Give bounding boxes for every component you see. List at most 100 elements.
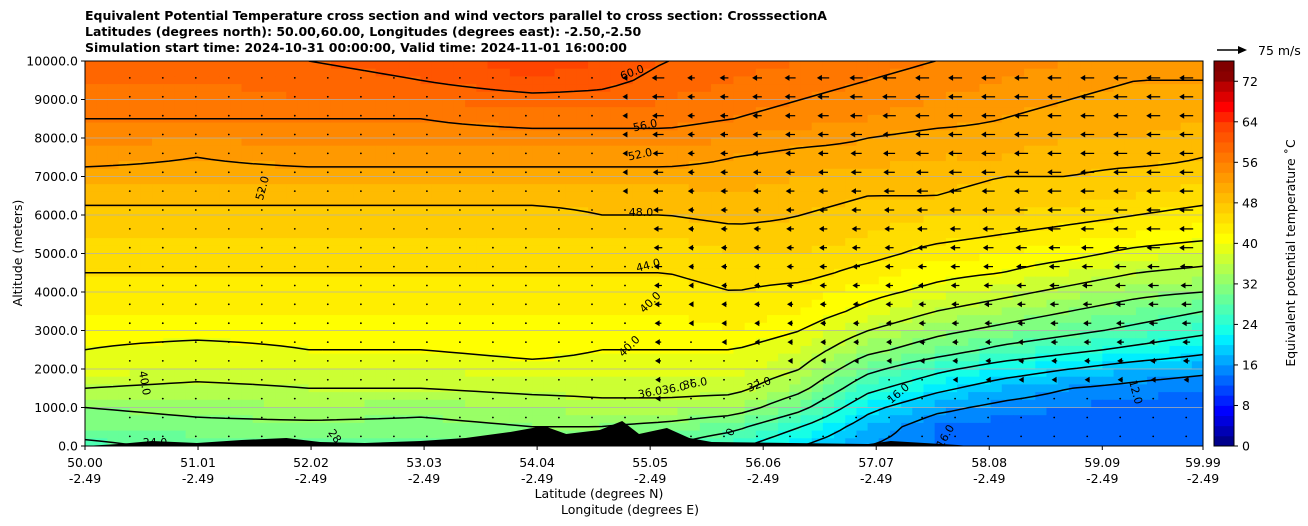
- field-cell: [386, 299, 399, 308]
- field-cell: [711, 145, 723, 154]
- field-cell: [901, 145, 913, 154]
- field-cell: [1046, 145, 1059, 154]
- field-cell: [1035, 322, 1048, 332]
- field-cell: [96, 276, 108, 285]
- field-cell: [766, 315, 779, 324]
- field-cell: [85, 322, 97, 332]
- field-cell: [811, 422, 824, 432]
- field-cell: [532, 68, 544, 77]
- field-cell: [107, 215, 120, 224]
- field-cell: [957, 99, 969, 108]
- field-cell: [711, 369, 723, 378]
- field-cell: [152, 168, 164, 178]
- field-cell: [442, 138, 455, 147]
- field-cell: [241, 392, 254, 401]
- field-cell: [744, 399, 757, 409]
- field-cell: [1046, 315, 1059, 324]
- field-cell: [509, 84, 522, 93]
- field-cell: [1057, 330, 1070, 339]
- field-cell: [286, 191, 299, 201]
- field-cell: [1191, 199, 1203, 208]
- field-cell: [107, 322, 120, 332]
- field-cell: [945, 299, 958, 308]
- field-cell: [666, 353, 679, 362]
- field-cell: [174, 230, 187, 239]
- field-cell: [263, 376, 276, 385]
- field-cell: [599, 122, 612, 131]
- field-cell: [453, 222, 466, 231]
- field-cell: [96, 284, 108, 293]
- field-cell: [1012, 114, 1025, 124]
- field-cell: [498, 353, 511, 362]
- field-cell: [565, 191, 578, 201]
- field-cell: [576, 145, 589, 154]
- field-cell: [834, 76, 846, 85]
- field-cell: [599, 376, 612, 385]
- field-cell: [945, 184, 958, 193]
- field-cell: [599, 399, 612, 409]
- field-cell: [1046, 438, 1059, 446]
- field-cell: [811, 392, 824, 401]
- field-cell: [342, 322, 354, 332]
- field-cell: [800, 99, 813, 108]
- field-cell: [1046, 415, 1059, 424]
- field-cell: [733, 245, 746, 255]
- field-cell: [554, 399, 567, 409]
- field-cell: [1068, 238, 1081, 247]
- field-cell: [856, 268, 869, 278]
- field-cell: [889, 369, 902, 378]
- field-cell: [1001, 430, 1014, 439]
- field-cell: [185, 99, 198, 108]
- field-cell: [107, 315, 120, 324]
- field-cell: [297, 284, 310, 293]
- field-cell: [398, 207, 410, 216]
- field-cell: [409, 191, 421, 201]
- field-cell: [923, 376, 936, 385]
- field-cell: [1024, 415, 1036, 424]
- field-cell: [509, 230, 522, 239]
- field-cell: [219, 245, 231, 255]
- field-cell: [867, 376, 880, 385]
- field-cell: [230, 99, 243, 108]
- field-cell: [431, 253, 444, 262]
- field-cell: [811, 284, 824, 293]
- field-cell: [308, 361, 321, 370]
- field-cell: [1001, 338, 1014, 347]
- field-cell: [398, 215, 410, 224]
- field-cell: [342, 238, 354, 247]
- field-cell: [252, 107, 265, 116]
- field-cell: [107, 307, 120, 316]
- field-cell: [1057, 176, 1070, 185]
- field-cell: [632, 207, 645, 216]
- field-cell: [1158, 268, 1171, 278]
- field-cell: [822, 176, 835, 185]
- field-cell: [140, 130, 153, 139]
- field-cell: [1147, 430, 1159, 439]
- field-cell: [431, 138, 444, 147]
- field-cell: [509, 384, 522, 393]
- field-cell: [375, 168, 388, 178]
- field-cell: [386, 130, 399, 139]
- field-cell: [1135, 215, 1148, 224]
- field-cell: [453, 84, 466, 93]
- field-cell: [979, 145, 992, 154]
- field-cell: [1147, 153, 1159, 162]
- field-cell: [409, 330, 421, 339]
- field-cell: [96, 130, 108, 139]
- field-cell: [789, 422, 802, 432]
- field-cell: [263, 145, 276, 154]
- field-cell: [1158, 430, 1171, 439]
- field-cell: [476, 138, 489, 147]
- field-cell: [1012, 376, 1025, 385]
- field-cell: [968, 261, 980, 270]
- field-cell: [800, 230, 813, 239]
- field-cell: [565, 238, 578, 247]
- field-cell: [834, 253, 846, 262]
- field-cell: [1024, 330, 1036, 339]
- field-cell: [711, 76, 723, 85]
- field-cell: [800, 199, 813, 208]
- field-cell: [297, 353, 310, 362]
- field-cell: [96, 191, 108, 201]
- field-cell: [1091, 130, 1103, 139]
- field-cell: [677, 207, 690, 216]
